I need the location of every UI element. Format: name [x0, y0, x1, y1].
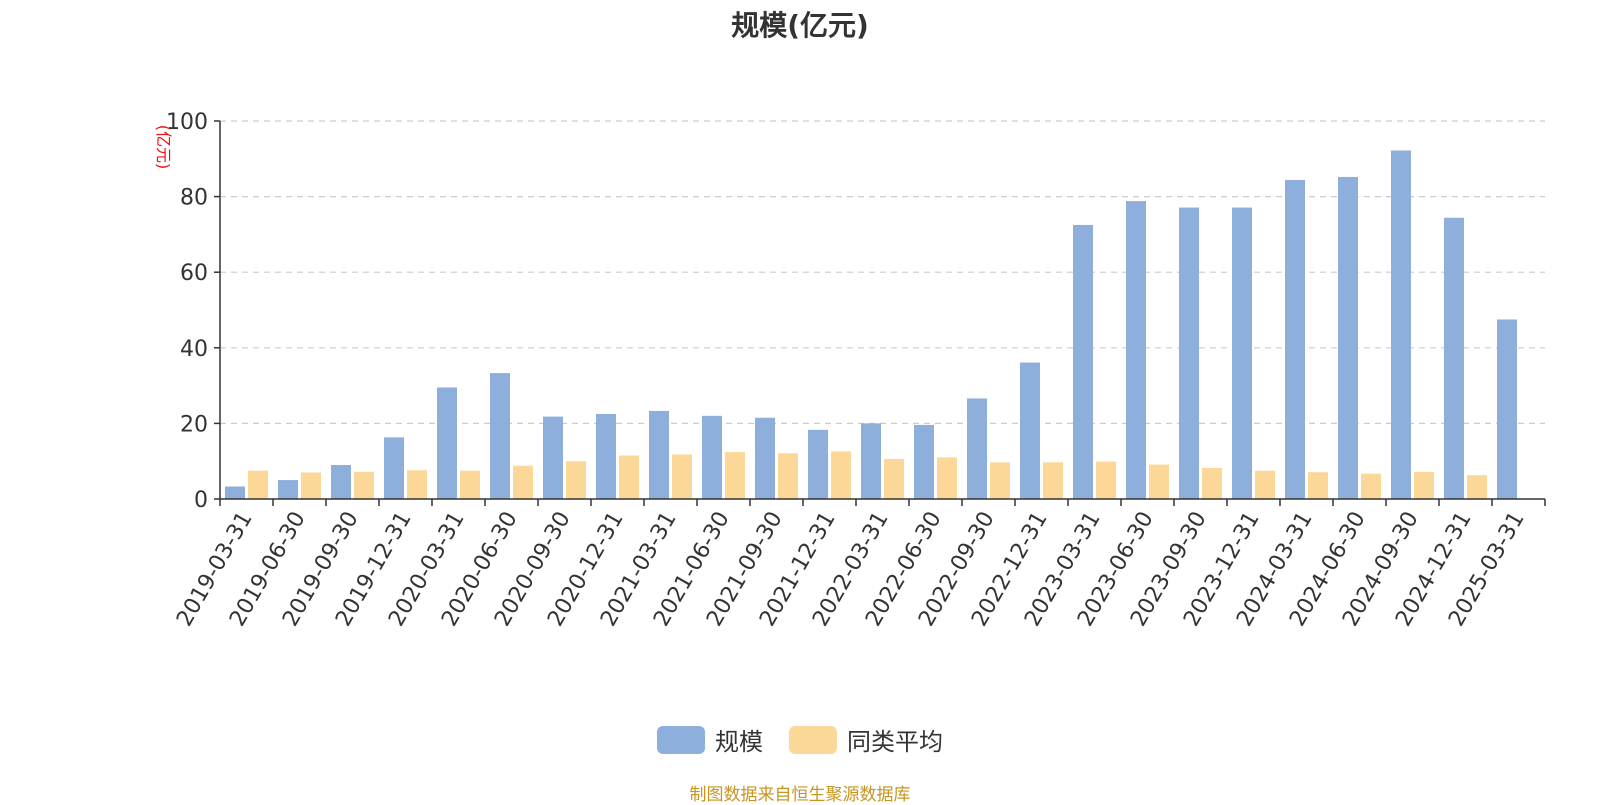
bar-peer-average [990, 462, 1010, 499]
y-tick-label: 40 [180, 337, 208, 362]
bar-scale [490, 373, 510, 499]
bar-scale [1126, 201, 1146, 500]
bar-scale [1391, 150, 1411, 499]
bar-scale [649, 410, 669, 499]
bar-peer-average [1308, 472, 1328, 499]
bar-scale [1497, 319, 1517, 499]
bar-peer-average [1202, 468, 1222, 499]
bars [225, 150, 1517, 500]
bar-peer-average [937, 457, 957, 499]
bar-scale [702, 415, 722, 499]
legend-swatch [657, 725, 705, 754]
y-tick-label: 0 [194, 488, 208, 513]
legend: 规模 同类平均 [0, 722, 1600, 757]
bar-scale [543, 416, 563, 499]
bar-scale [1285, 179, 1305, 499]
legend-label: 同类平均 [847, 728, 943, 756]
legend-label: 规模 [715, 728, 763, 756]
bar-peer-average [1255, 470, 1275, 499]
bar-peer-average [1361, 473, 1381, 499]
bar-peer-average [248, 470, 268, 499]
bar-peer-average [1096, 461, 1116, 499]
bar-scale [1232, 207, 1252, 499]
bar-peer-average [354, 471, 374, 499]
bar-scale [861, 423, 881, 499]
legend-item-peer-average[interactable]: 同类平均 [789, 722, 943, 757]
legend-swatch [789, 725, 837, 754]
bar-peer-average [1414, 471, 1434, 499]
y-tick-label: 20 [180, 412, 208, 437]
bar-chart: 0204060801002019-03-312019-06-302019-09-… [154, 110, 1546, 631]
bar-scale [1338, 176, 1358, 499]
bar-scale [967, 398, 987, 499]
bar-scale [384, 437, 404, 499]
bar-scale [808, 429, 828, 499]
bar-peer-average [831, 451, 851, 499]
bar-scale [1179, 207, 1199, 499]
bar-scale [1020, 362, 1040, 499]
y-tick-label: 100 [166, 110, 208, 135]
bar-scale [914, 424, 934, 499]
y-axis-label: (亿元) [154, 125, 173, 170]
bar-peer-average [1043, 462, 1063, 499]
bar-scale [437, 387, 457, 499]
bar-scale [1444, 217, 1464, 499]
bar-scale [278, 480, 298, 499]
y-tick-label: 60 [180, 261, 208, 286]
data-source-note: 制图数据来自恒生聚源数据库 [689, 785, 911, 805]
bar-peer-average [725, 452, 745, 499]
bar-peer-average [1149, 464, 1169, 499]
bar-peer-average [513, 465, 533, 499]
bar-peer-average [407, 470, 427, 499]
bar-scale [331, 464, 351, 499]
legend-item-scale[interactable]: 规模 [657, 722, 763, 757]
bar-peer-average [566, 461, 586, 499]
bar-peer-average [301, 472, 321, 499]
bar-scale [596, 413, 616, 499]
bar-scale [755, 417, 775, 499]
bar-peer-average [460, 470, 480, 499]
bar-scale [1073, 224, 1093, 499]
chart-title: 规模(亿元) [731, 9, 869, 42]
bar-peer-average [1467, 475, 1487, 499]
bar-peer-average [884, 458, 904, 499]
y-tick-label: 80 [180, 186, 208, 211]
bar-peer-average [619, 455, 639, 499]
bar-scale [225, 486, 245, 499]
bar-peer-average [778, 453, 798, 499]
bar-peer-average [672, 454, 692, 499]
